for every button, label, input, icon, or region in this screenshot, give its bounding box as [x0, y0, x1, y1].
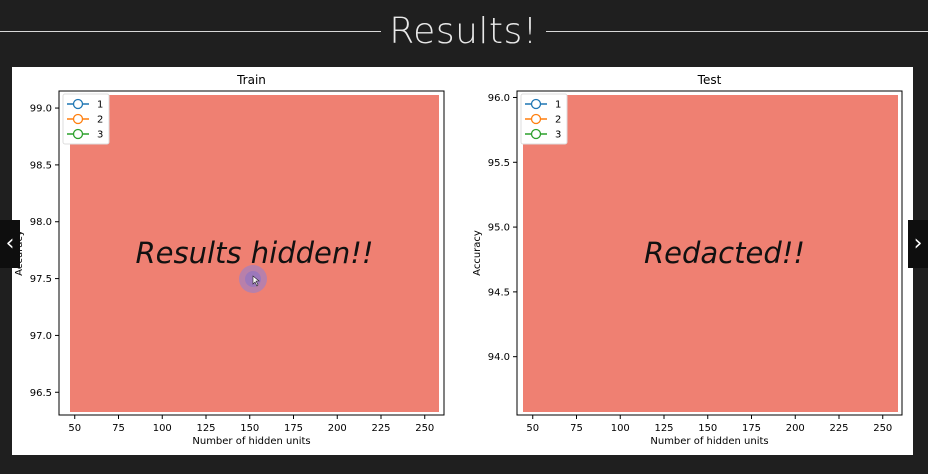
x-tick-label: 125 [196, 423, 215, 434]
slide-header: Results! [0, 0, 928, 64]
next-slide-button[interactable]: › [908, 220, 928, 268]
chart-title: Train [236, 73, 266, 87]
x-tick-label: 200 [328, 423, 347, 434]
redaction-overlay [70, 95, 439, 412]
x-tick-label: 250 [415, 423, 434, 434]
x-tick-label: 175 [284, 423, 303, 434]
y-tick-label: 94.0 [488, 352, 510, 363]
legend-marker [72, 113, 84, 125]
x-tick-label: 225 [371, 423, 390, 434]
legend-marker [530, 128, 542, 140]
x-tick-label: 200 [786, 423, 805, 434]
legend-marker [72, 128, 84, 140]
y-tick-label: 99.0 [30, 104, 52, 115]
y-tick-label: 98.0 [30, 217, 52, 228]
y-tick-label: 97.0 [30, 331, 52, 342]
x-tick-label: 75 [570, 423, 583, 434]
legend-entry-label: 2 [555, 115, 561, 126]
legend-marker [530, 113, 542, 125]
overlay-text: Results hidden!! [136, 236, 374, 270]
x-tick-label: 150 [698, 423, 717, 434]
y-tick-label: 94.5 [488, 287, 510, 298]
y-tick-label: 95.0 [488, 223, 510, 234]
previous-slide-button[interactable]: ‹ [0, 220, 20, 268]
overlay-text: Redacted!! [644, 236, 805, 270]
cursor-highlight [239, 265, 267, 293]
mouse-pointer-icon [252, 275, 260, 287]
train-chart: Train 50 75 100 125 150 175 200 225 250 96.5 97.0 97… [14, 73, 445, 447]
x-tick-label: 75 [112, 423, 125, 434]
x-tick-label: 100 [153, 423, 172, 434]
y-tick-label: 98.5 [30, 160, 52, 171]
legend-entry-label: 2 [97, 115, 103, 126]
legend-entry-label: 1 [555, 100, 561, 111]
slide-title: Results! [389, 11, 538, 52]
x-tick-label: 175 [742, 423, 761, 434]
x-tick-label: 250 [873, 423, 892, 434]
legend-marker [530, 98, 542, 110]
redaction-overlay [523, 95, 898, 412]
x-tick-label: 125 [654, 423, 673, 434]
axes-frame [516, 90, 903, 416]
axes-frame [58, 90, 445, 416]
y-tick-label: 95.5 [488, 158, 510, 169]
y-tick-label: 96.0 [488, 93, 510, 104]
x-tick-label: 100 [611, 423, 630, 434]
legend-marker [72, 98, 84, 110]
x-tick-label: 225 [829, 423, 848, 434]
x-axis-label: Number of hidden units [650, 436, 768, 447]
chart-title: Test [697, 73, 722, 87]
x-tick-label: 150 [240, 423, 259, 434]
x-tick-label: 50 [526, 423, 539, 434]
title-divider-left [0, 31, 381, 32]
x-axis-label: Number of hidden units [192, 436, 310, 447]
legend-entry-label: 3 [97, 130, 103, 141]
y-axis-label: Accuracy [472, 230, 483, 276]
y-tick-label: 97.5 [30, 274, 52, 285]
legend-entry-label: 1 [97, 100, 103, 111]
test-chart: Test 50 75 100 125 150 175 200 225 250 94.0 94.5 95.… [472, 73, 903, 447]
title-divider-right [546, 31, 928, 32]
figure-panel: Train 50 75 100 125 150 175 200 225 250 96.5 97.0 97… [12, 67, 913, 455]
legend-entry-label: 3 [555, 130, 561, 141]
x-tick-label: 50 [68, 423, 81, 434]
y-tick-label: 96.5 [30, 388, 52, 399]
